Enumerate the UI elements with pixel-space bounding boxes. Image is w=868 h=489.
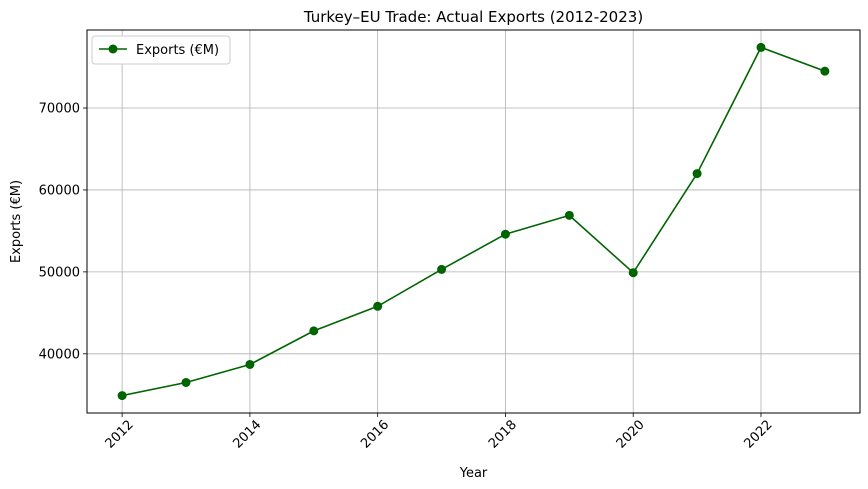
chart-title: Turkey–EU Trade: Actual Exports (2012-20…	[303, 8, 643, 26]
y-axis-title: Exports (€M)	[9, 180, 24, 263]
grid-layer	[87, 30, 860, 413]
legend: Exports (€M)	[91, 35, 231, 65]
data-point	[564, 210, 574, 220]
x-axis-title: Year	[459, 466, 488, 481]
y-tick-label: 50000	[39, 265, 80, 280]
legend-label: Exports (€M)	[136, 43, 219, 58]
y-tick-label: 70000	[39, 102, 80, 117]
x-axis-ticks: 2012 2014 2016 2018 2020 2022	[103, 413, 776, 452]
data-point	[437, 264, 447, 274]
y-axis-ticks: 40000 50000 60000 70000	[39, 102, 87, 362]
y-tick-label: 40000	[39, 347, 80, 362]
data-point	[373, 301, 383, 311]
y-tick-label: 60000	[39, 183, 80, 198]
x-tick-label: 2018	[486, 418, 520, 452]
data-point	[692, 169, 702, 179]
data-point	[628, 268, 638, 278]
data-point	[820, 66, 830, 76]
data-point	[181, 377, 191, 387]
series-line	[121, 46, 826, 397]
data-point	[500, 229, 510, 239]
data-point	[117, 391, 127, 401]
x-tick-label: 2022	[742, 418, 776, 452]
x-tick-label: 2020	[614, 418, 648, 452]
x-tick-label: 2012	[103, 418, 137, 452]
series-layer	[117, 42, 830, 401]
x-tick-label: 2014	[230, 418, 264, 452]
x-tick-label: 2016	[358, 418, 392, 452]
plot-frame	[86, 29, 861, 414]
data-point	[245, 359, 255, 369]
data-point	[756, 42, 766, 52]
legend-marker-swatch	[108, 44, 118, 54]
legend-box	[91, 35, 231, 65]
data-point	[309, 326, 319, 336]
